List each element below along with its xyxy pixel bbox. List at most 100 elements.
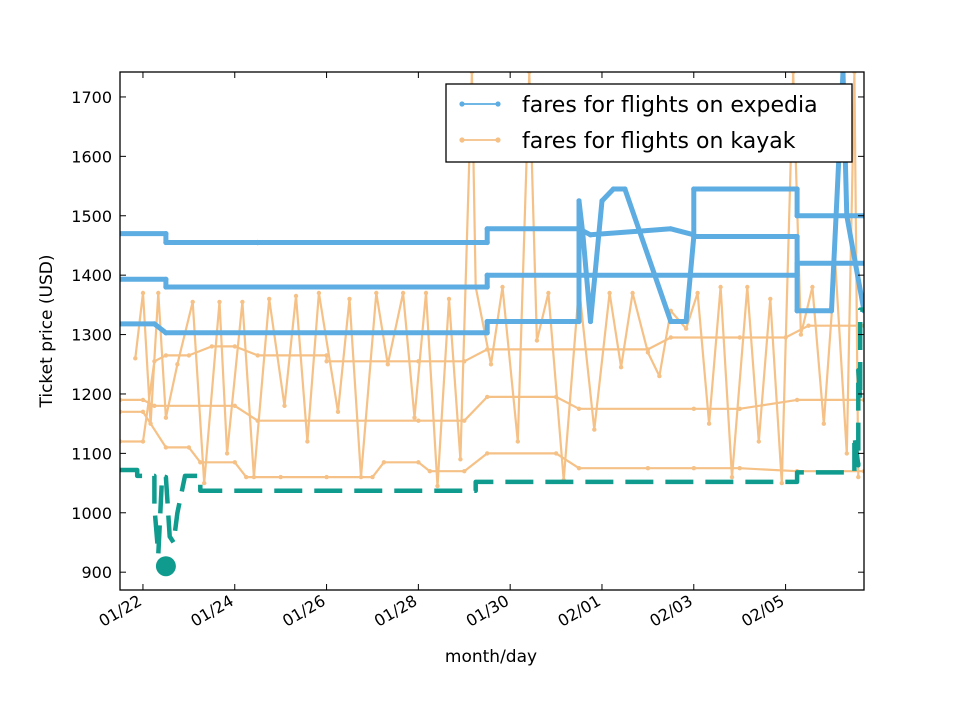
- data-point-kayak: [148, 421, 153, 426]
- data-point-kayak: [446, 296, 452, 302]
- legend-label-expedia: fares for flights on expedia: [522, 93, 818, 118]
- data-point-expedia: [580, 231, 586, 237]
- data-point-kayak: [412, 415, 417, 420]
- data-point-kayak: [745, 284, 750, 290]
- data-point-kayak: [691, 466, 696, 471]
- legend-marker-kayak: [495, 137, 501, 143]
- data-point-kayak: [515, 439, 520, 444]
- y-tick-label: 1500: [71, 207, 112, 226]
- data-point-kayak: [293, 293, 299, 299]
- data-point-kayak: [282, 403, 287, 408]
- data-point-kayak: [267, 296, 272, 302]
- data-point-kayak: [209, 344, 214, 349]
- data-point-expedia: [484, 272, 490, 278]
- data-point-kayak: [806, 323, 811, 328]
- data-point-kayak: [358, 474, 364, 480]
- data-point-kayak: [385, 362, 390, 367]
- data-point-kayak: [423, 290, 429, 296]
- y-axis: 900 1000 1100 1200 1300 1400 1500 1600 1700: [71, 88, 864, 582]
- data-point-kayak: [618, 365, 624, 370]
- data-point-expedia: [255, 239, 261, 246]
- data-point-kayak: [534, 338, 540, 343]
- y-tick-label: 900: [81, 563, 112, 582]
- data-point-kayak: [140, 409, 146, 414]
- legend-box: [445, 83, 853, 163]
- data-point-kayak: [400, 290, 406, 296]
- data-point-kayak: [844, 451, 849, 456]
- data-point-expedia: [576, 318, 582, 325]
- data-point-kayak: [657, 373, 662, 379]
- data-point-expedia: [484, 330, 490, 336]
- legend-marker-expedia: [459, 101, 465, 107]
- data-point-kayak: [810, 284, 815, 290]
- data-point-expedia: [794, 308, 800, 314]
- data-point-kayak: [488, 362, 494, 367]
- data-point-expedia: [484, 284, 490, 290]
- data-point-kayak: [202, 480, 207, 486]
- data-point-kayak: [500, 284, 505, 290]
- data-point-kayak: [255, 353, 260, 358]
- data-point-expedia: [668, 318, 674, 325]
- data-point-kayak: [140, 290, 146, 296]
- data-point-kayak: [335, 409, 341, 414]
- data-point-kayak: [737, 335, 742, 340]
- marker-layer: [155, 556, 176, 577]
- data-point-kayak: [163, 445, 169, 450]
- series-line-kayak: [120, 410, 864, 479]
- data-point-kayak: [347, 296, 352, 302]
- data-point-expedia: [587, 318, 594, 325]
- data-point-kayak: [416, 418, 421, 423]
- data-point-kayak: [163, 415, 169, 420]
- data-point-kayak: [729, 474, 735, 480]
- data-point-expedia: [163, 239, 169, 246]
- data-point-kayak: [152, 403, 157, 408]
- data-point-expedia: [794, 186, 800, 192]
- series-line-minimum: [120, 307, 864, 557]
- data-point-kayak: [217, 299, 222, 305]
- data-point-kayak: [576, 466, 582, 471]
- y-tick-label: 1600: [71, 147, 112, 166]
- data-point-kayak: [163, 353, 169, 358]
- data-point-expedia: [683, 318, 689, 325]
- data-point-kayak: [156, 290, 161, 296]
- x-axis-label: month/day: [445, 647, 537, 667]
- data-point-kayak: [244, 474, 249, 480]
- y-tick-label: 1400: [71, 266, 112, 285]
- data-point-kayak: [458, 457, 463, 462]
- data-point-kayak: [485, 394, 490, 400]
- data-point-expedia: [794, 233, 800, 240]
- data-point-kayak: [794, 397, 800, 403]
- data-point-expedia: [622, 186, 628, 192]
- data-point-expedia: [151, 321, 157, 327]
- data-point-kayak: [224, 451, 230, 456]
- data-point-expedia: [691, 186, 697, 192]
- data-point-kayak: [718, 284, 723, 290]
- data-point-kayak: [592, 427, 597, 432]
- data-point-kayak: [798, 332, 804, 337]
- data-point-kayak: [576, 406, 582, 411]
- plot-frame: [119, 71, 865, 591]
- minimum-fare-marker: [155, 556, 176, 577]
- data-point-expedia: [599, 198, 605, 204]
- data-point-kayak: [462, 418, 467, 423]
- data-point-kayak: [232, 344, 237, 349]
- data-point-expedia: [163, 276, 169, 282]
- data-point-kayak: [140, 439, 146, 444]
- data-point-kayak: [553, 451, 559, 456]
- y-tick-label: 1300: [71, 326, 112, 345]
- data-point-kayak: [190, 299, 195, 305]
- data-point-kayak: [645, 350, 651, 355]
- data-point-kayak: [485, 451, 490, 456]
- data-point-expedia: [576, 198, 582, 204]
- y-tick-label: 1200: [71, 385, 112, 404]
- legend-marker-kayak: [459, 137, 465, 143]
- data-point-expedia: [484, 226, 490, 232]
- data-point-expedia: [163, 284, 169, 290]
- series-layer: [120, 72, 864, 557]
- data-point-kayak: [546, 290, 551, 296]
- data-point-expedia: [828, 308, 835, 314]
- data-point-kayak: [305, 439, 310, 444]
- data-point-expedia: [610, 186, 617, 192]
- data-point-kayak: [706, 421, 712, 426]
- data-point-kayak: [370, 474, 375, 480]
